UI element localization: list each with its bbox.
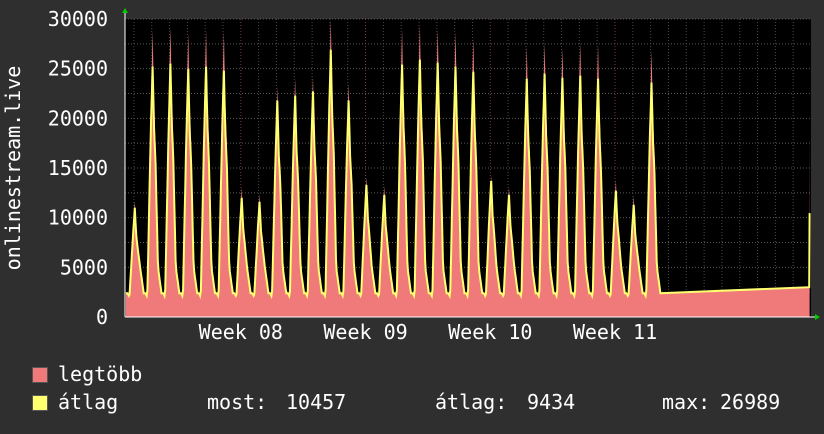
- x-axis-arrow: [815, 314, 820, 320]
- x-tick-label: Week 09: [323, 320, 407, 344]
- legend-swatch-avg: [32, 395, 48, 411]
- y-tick-label: 25000: [48, 57, 108, 81]
- y-tick-label: 20000: [48, 106, 108, 130]
- legend-swatch-max: [32, 367, 48, 383]
- legend-label-max: legtöbb: [58, 362, 143, 386]
- y-tick-label: 30000: [48, 7, 108, 31]
- y-axis-label: onlinestream.live: [1, 66, 25, 271]
- x-tick-labels: Week 08 Week 09 Week 10 Week 11: [199, 320, 657, 344]
- y-tick-label: 0: [96, 305, 108, 329]
- legend-label-avg: átlag: [58, 390, 119, 414]
- x-tick-label: Week 08: [199, 320, 283, 344]
- stat-current-value: 10457: [286, 390, 347, 414]
- y-tick-label: 10000: [48, 206, 108, 230]
- x-tick-label: Week 11: [573, 320, 657, 344]
- y-tick-label: 5000: [60, 255, 108, 279]
- series-group: [125, 19, 811, 317]
- series-line-avg: [125, 49, 811, 300]
- stat-max-value: 26989: [720, 390, 781, 414]
- stat-average-label: átlag:: [435, 390, 508, 414]
- series-area-max: [125, 19, 810, 317]
- y-tick-labels: 0 5000 10000 15000 20000 25000 30000: [48, 7, 108, 329]
- stat-max-label: max:: [662, 390, 711, 414]
- y-tick-label: 15000: [48, 156, 108, 180]
- stat-average-value: 9434: [527, 390, 576, 414]
- y-axis-arrow: [122, 8, 128, 13]
- axes-group: [122, 8, 820, 320]
- stat-current-label: most:: [207, 390, 268, 414]
- x-tick-label: Week 10: [448, 320, 532, 344]
